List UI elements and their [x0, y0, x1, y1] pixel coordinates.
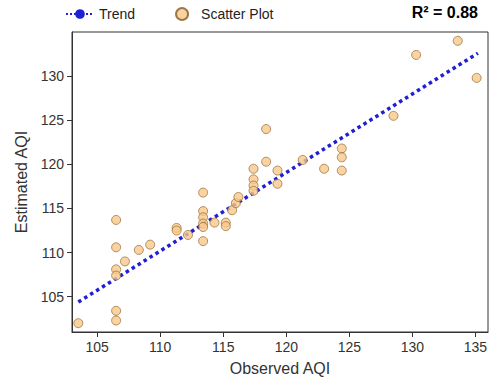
- svg-text:Observed AQI: Observed AQI: [230, 360, 331, 377]
- svg-text:R² = 0.88: R² = 0.88: [412, 4, 478, 21]
- svg-text:Scatter Plot: Scatter Plot: [201, 6, 273, 22]
- svg-text:110: 110: [149, 339, 172, 355]
- svg-text:120: 120: [275, 339, 299, 355]
- svg-text:130: 130: [41, 68, 65, 84]
- svg-text:125: 125: [41, 112, 65, 128]
- svg-text:120: 120: [41, 156, 65, 172]
- svg-text:135: 135: [464, 339, 488, 355]
- svg-text:115: 115: [212, 339, 235, 355]
- svg-text:Estimated AQI: Estimated AQI: [13, 131, 30, 233]
- svg-text:105: 105: [86, 339, 110, 355]
- svg-text:130: 130: [401, 339, 425, 355]
- svg-text:Trend: Trend: [99, 6, 135, 22]
- svg-text:125: 125: [338, 339, 362, 355]
- svg-text:115: 115: [42, 200, 65, 216]
- svg-text:110: 110: [42, 245, 65, 261]
- svg-text:105: 105: [41, 289, 65, 305]
